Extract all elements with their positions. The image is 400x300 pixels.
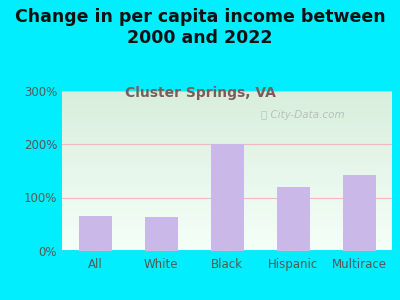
Bar <box>276 187 310 250</box>
Bar <box>144 217 178 250</box>
Bar <box>78 216 112 250</box>
Text: Cluster Springs, VA: Cluster Springs, VA <box>124 85 276 100</box>
Bar <box>342 175 376 250</box>
Bar <box>210 145 244 250</box>
Text: Change in per capita income between
2000 and 2022: Change in per capita income between 2000… <box>15 8 385 47</box>
Text: ⓘ City-Data.com: ⓘ City-Data.com <box>261 110 345 120</box>
